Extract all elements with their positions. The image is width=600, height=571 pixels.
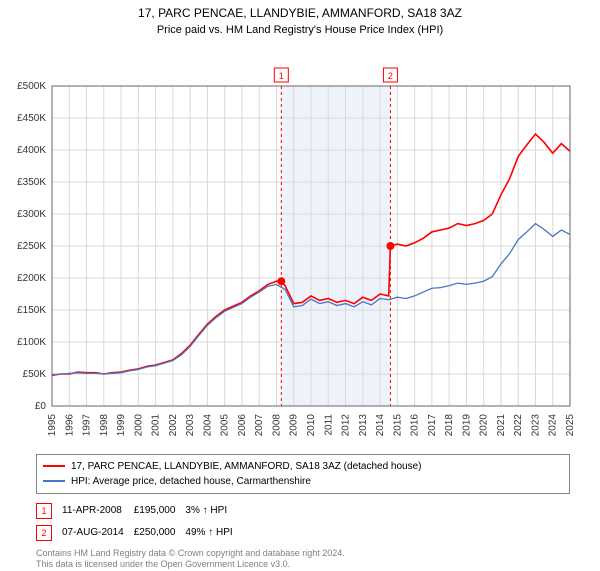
- svg-text:2007: 2007: [254, 413, 265, 436]
- svg-text:£0: £0: [35, 401, 47, 412]
- svg-text:2014: 2014: [375, 413, 386, 436]
- svg-text:2024: 2024: [548, 413, 559, 436]
- svg-text:1996: 1996: [64, 413, 75, 436]
- svg-text:£450K: £450K: [17, 113, 46, 124]
- svg-text:2025: 2025: [565, 413, 576, 436]
- svg-text:2004: 2004: [202, 413, 213, 436]
- legend-item: HPI: Average price, detached house, Carm…: [43, 474, 563, 489]
- svg-text:2017: 2017: [427, 413, 438, 436]
- svg-text:£300K: £300K: [17, 209, 46, 220]
- page-title: 17, PARC PENCAE, LLANDYBIE, AMMANFORD, S…: [0, 0, 600, 22]
- svg-text:2003: 2003: [185, 413, 196, 436]
- table-row: 1 11-APR-2008 £195,000 3% ↑ HPI: [36, 500, 243, 522]
- svg-text:2020: 2020: [479, 413, 490, 436]
- svg-text:£350K: £350K: [17, 177, 46, 188]
- svg-text:2022: 2022: [513, 413, 524, 436]
- svg-text:2009: 2009: [289, 413, 300, 436]
- svg-text:2006: 2006: [237, 413, 248, 436]
- svg-text:2011: 2011: [323, 413, 334, 435]
- svg-text:2015: 2015: [392, 413, 403, 436]
- svg-text:£400K: £400K: [17, 145, 46, 156]
- legend-swatch-hpi: [43, 480, 65, 482]
- legend: 17, PARC PENCAE, LLANDYBIE, AMMANFORD, S…: [36, 454, 570, 494]
- svg-text:2023: 2023: [530, 413, 541, 436]
- svg-text:£250K: £250K: [17, 241, 46, 252]
- price-chart: £0 £50K £100K £150K £200K £250K £300K £350K £400…: [0, 36, 600, 450]
- chart-container: 17, PARC PENCAE, LLANDYBIE, AMMANFORD, S…: [0, 0, 600, 560]
- svg-text:2021: 2021: [496, 413, 507, 436]
- svg-text:1995: 1995: [47, 413, 58, 436]
- svg-text:£200K: £200K: [17, 273, 46, 284]
- legend-swatch-price: [43, 465, 65, 467]
- svg-text:£50K: £50K: [23, 369, 47, 380]
- svg-text:2005: 2005: [220, 413, 231, 436]
- footer-line1: Contains HM Land Registry data © Crown c…: [36, 548, 570, 560]
- legend-label: HPI: Average price, detached house, Carm…: [71, 474, 311, 489]
- legend-item: 17, PARC PENCAE, LLANDYBIE, AMMANFORD, S…: [43, 459, 563, 474]
- footer: Contains HM Land Registry data © Crown c…: [36, 548, 570, 571]
- sale-date: 11-APR-2008: [62, 500, 134, 522]
- svg-text:2008: 2008: [271, 413, 282, 436]
- footer-line2: This data is licensed under the Open Gov…: [36, 559, 570, 571]
- sale-price: £195,000: [134, 500, 186, 522]
- sale-price: £250,000: [134, 522, 186, 544]
- legend-label: 17, PARC PENCAE, LLANDYBIE, AMMANFORD, S…: [71, 459, 422, 474]
- sale-diff: 3% ↑ HPI: [185, 500, 242, 522]
- svg-text:2000: 2000: [133, 413, 144, 436]
- sale-marker-1: 1: [36, 503, 52, 519]
- svg-text:2001: 2001: [151, 413, 162, 436]
- svg-text:2002: 2002: [168, 413, 179, 436]
- svg-text:£150K: £150K: [17, 305, 46, 316]
- svg-text:2019: 2019: [461, 413, 472, 436]
- svg-text:1998: 1998: [99, 413, 110, 436]
- sales-table: 1 11-APR-2008 £195,000 3% ↑ HPI 2 07-AUG…: [36, 500, 243, 544]
- svg-text:£500K: £500K: [17, 81, 46, 92]
- svg-text:2013: 2013: [358, 413, 369, 436]
- svg-text:1997: 1997: [82, 413, 93, 436]
- svg-text:1999: 1999: [116, 413, 127, 436]
- sale-diff: 49% ↑ HPI: [185, 522, 242, 544]
- sale-marker-2: 2: [36, 525, 52, 541]
- svg-text:1: 1: [279, 71, 284, 81]
- svg-text:£100K: £100K: [17, 337, 46, 348]
- svg-text:2016: 2016: [410, 413, 421, 436]
- svg-text:2: 2: [388, 71, 393, 81]
- table-row: 2 07-AUG-2014 £250,000 49% ↑ HPI: [36, 522, 243, 544]
- svg-text:2010: 2010: [306, 413, 317, 436]
- sale-date: 07-AUG-2014: [62, 522, 134, 544]
- svg-text:2012: 2012: [341, 413, 352, 436]
- svg-text:2018: 2018: [444, 413, 455, 436]
- page-subtitle: Price paid vs. HM Land Registry's House …: [0, 24, 600, 36]
